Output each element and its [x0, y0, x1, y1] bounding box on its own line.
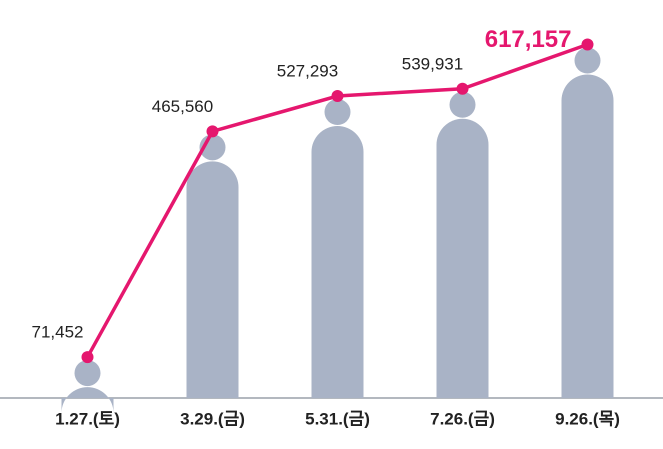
value-label: 71,452 — [32, 323, 84, 342]
x-tick-label: 3.29.(금) — [180, 409, 245, 428]
figure-head — [74, 360, 101, 387]
figure-body — [311, 126, 364, 399]
x-tick-label: 5.31.(금) — [305, 409, 370, 428]
figure-body — [561, 74, 614, 399]
figure-body — [61, 387, 114, 414]
x-tick-label: 9.26.(목) — [555, 409, 620, 428]
value-label: 527,293 — [277, 61, 338, 80]
figure-head — [324, 99, 351, 126]
line-point — [456, 82, 469, 95]
line-point — [331, 90, 344, 103]
value-label: 617,157 — [485, 26, 572, 53]
line-point — [206, 125, 219, 138]
value-label: 539,931 — [402, 54, 463, 73]
value-label: 465,560 — [152, 97, 213, 116]
x-tick-label: 7.26.(금) — [430, 409, 495, 428]
figure-head — [449, 91, 476, 118]
line-point — [81, 351, 94, 364]
figure-body — [436, 118, 489, 399]
figure-head — [574, 47, 601, 74]
figure-body — [186, 161, 239, 398]
x-tick-label: 1.27.(토) — [55, 409, 120, 428]
line-point — [581, 38, 594, 51]
